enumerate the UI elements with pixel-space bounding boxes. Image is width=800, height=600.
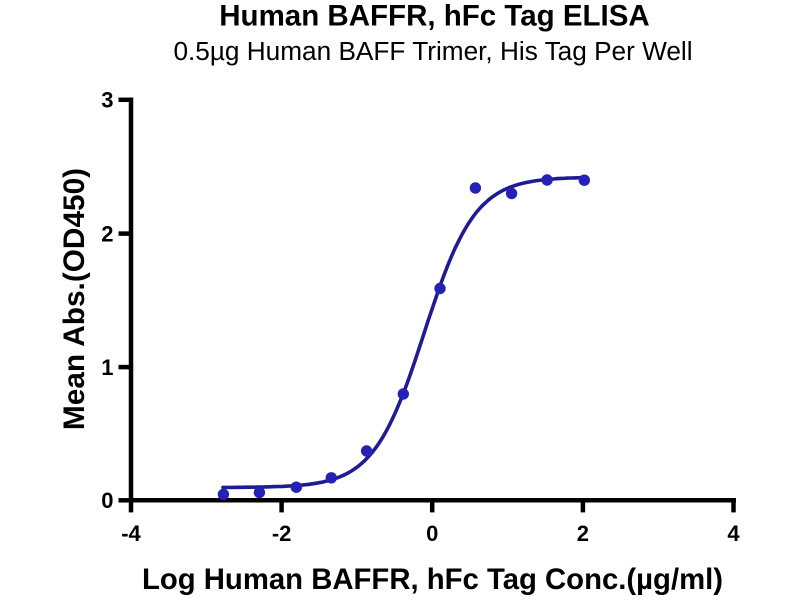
svg-text:2: 2 xyxy=(101,221,113,246)
svg-text:2: 2 xyxy=(577,521,589,546)
svg-text:Mean Abs.(OD450): Mean Abs.(OD450) xyxy=(58,168,91,430)
svg-text:4: 4 xyxy=(727,521,740,546)
svg-text:Log Human BAFFR, hFc Tag Conc.: Log Human BAFFR, hFc Tag Conc.(µg/ml) xyxy=(142,563,723,596)
svg-text:-4: -4 xyxy=(121,521,141,546)
svg-text:1: 1 xyxy=(101,355,113,380)
svg-text:0: 0 xyxy=(426,521,438,546)
svg-text:-2: -2 xyxy=(272,521,292,546)
svg-text:0: 0 xyxy=(101,488,113,513)
svg-text:3: 3 xyxy=(101,88,113,113)
svg-text:0.5µg Human BAFF Trimer, His T: 0.5µg Human BAFF Trimer, His Tag Per Wel… xyxy=(173,36,692,66)
svg-text:Human BAFFR, hFc Tag ELISA: Human BAFFR, hFc Tag ELISA xyxy=(219,0,650,33)
